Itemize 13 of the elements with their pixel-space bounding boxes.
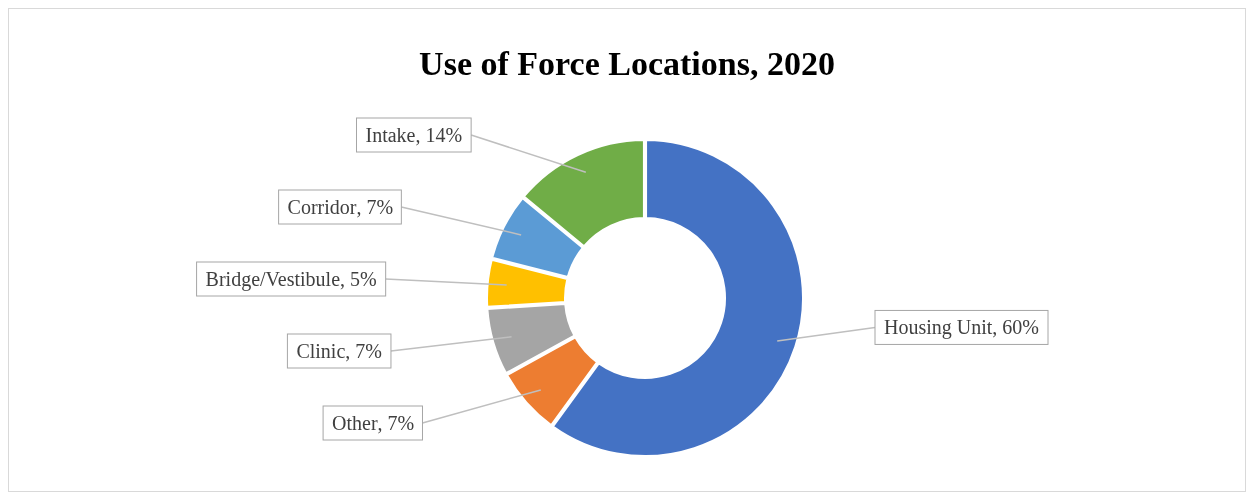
slice-label: Intake <box>365 124 416 146</box>
data-label: , 5% <box>340 268 377 290</box>
data-label: , 14% <box>415 124 463 146</box>
slice-label: Bridge/Vestibule <box>205 268 341 291</box>
data-label: , 60% <box>992 316 1040 339</box>
slice-label: Clinic <box>296 340 346 362</box>
chart-title: Use of Force Locations, 2020 <box>419 45 835 82</box>
slice-label: Corridor <box>287 196 357 218</box>
data-label: , 7% <box>356 196 394 218</box>
slice-label: Other <box>332 412 378 434</box>
data-label: , 7% <box>345 340 382 362</box>
slice-label: Housing Unit <box>884 316 993 340</box>
data-label: , 7% <box>377 412 415 434</box>
